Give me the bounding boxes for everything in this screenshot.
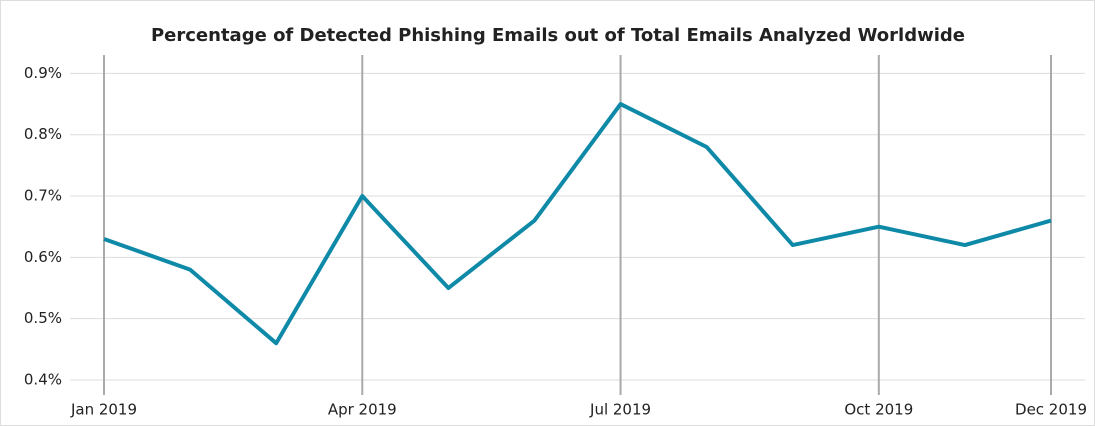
x-tick-label: Dec 2019 (1015, 401, 1087, 419)
x-tick-label: Apr 2019 (328, 401, 397, 419)
y-tick-label: 0.4% (24, 371, 62, 389)
y-tick-label: 0.9% (24, 64, 62, 82)
x-tick-label: Jul 2019 (589, 401, 651, 419)
x-tick-label: Jan 2019 (70, 401, 137, 419)
y-tick-label: 0.8% (24, 125, 62, 143)
y-tick-label: 0.7% (24, 187, 62, 205)
x-tick-label: Oct 2019 (844, 401, 913, 419)
chart-title: Percentage of Detected Phishing Emails o… (151, 25, 965, 46)
y-tick-label: 0.5% (24, 309, 62, 327)
line (103, 102, 1052, 346)
y-tick-label: 0.6% (24, 248, 62, 266)
